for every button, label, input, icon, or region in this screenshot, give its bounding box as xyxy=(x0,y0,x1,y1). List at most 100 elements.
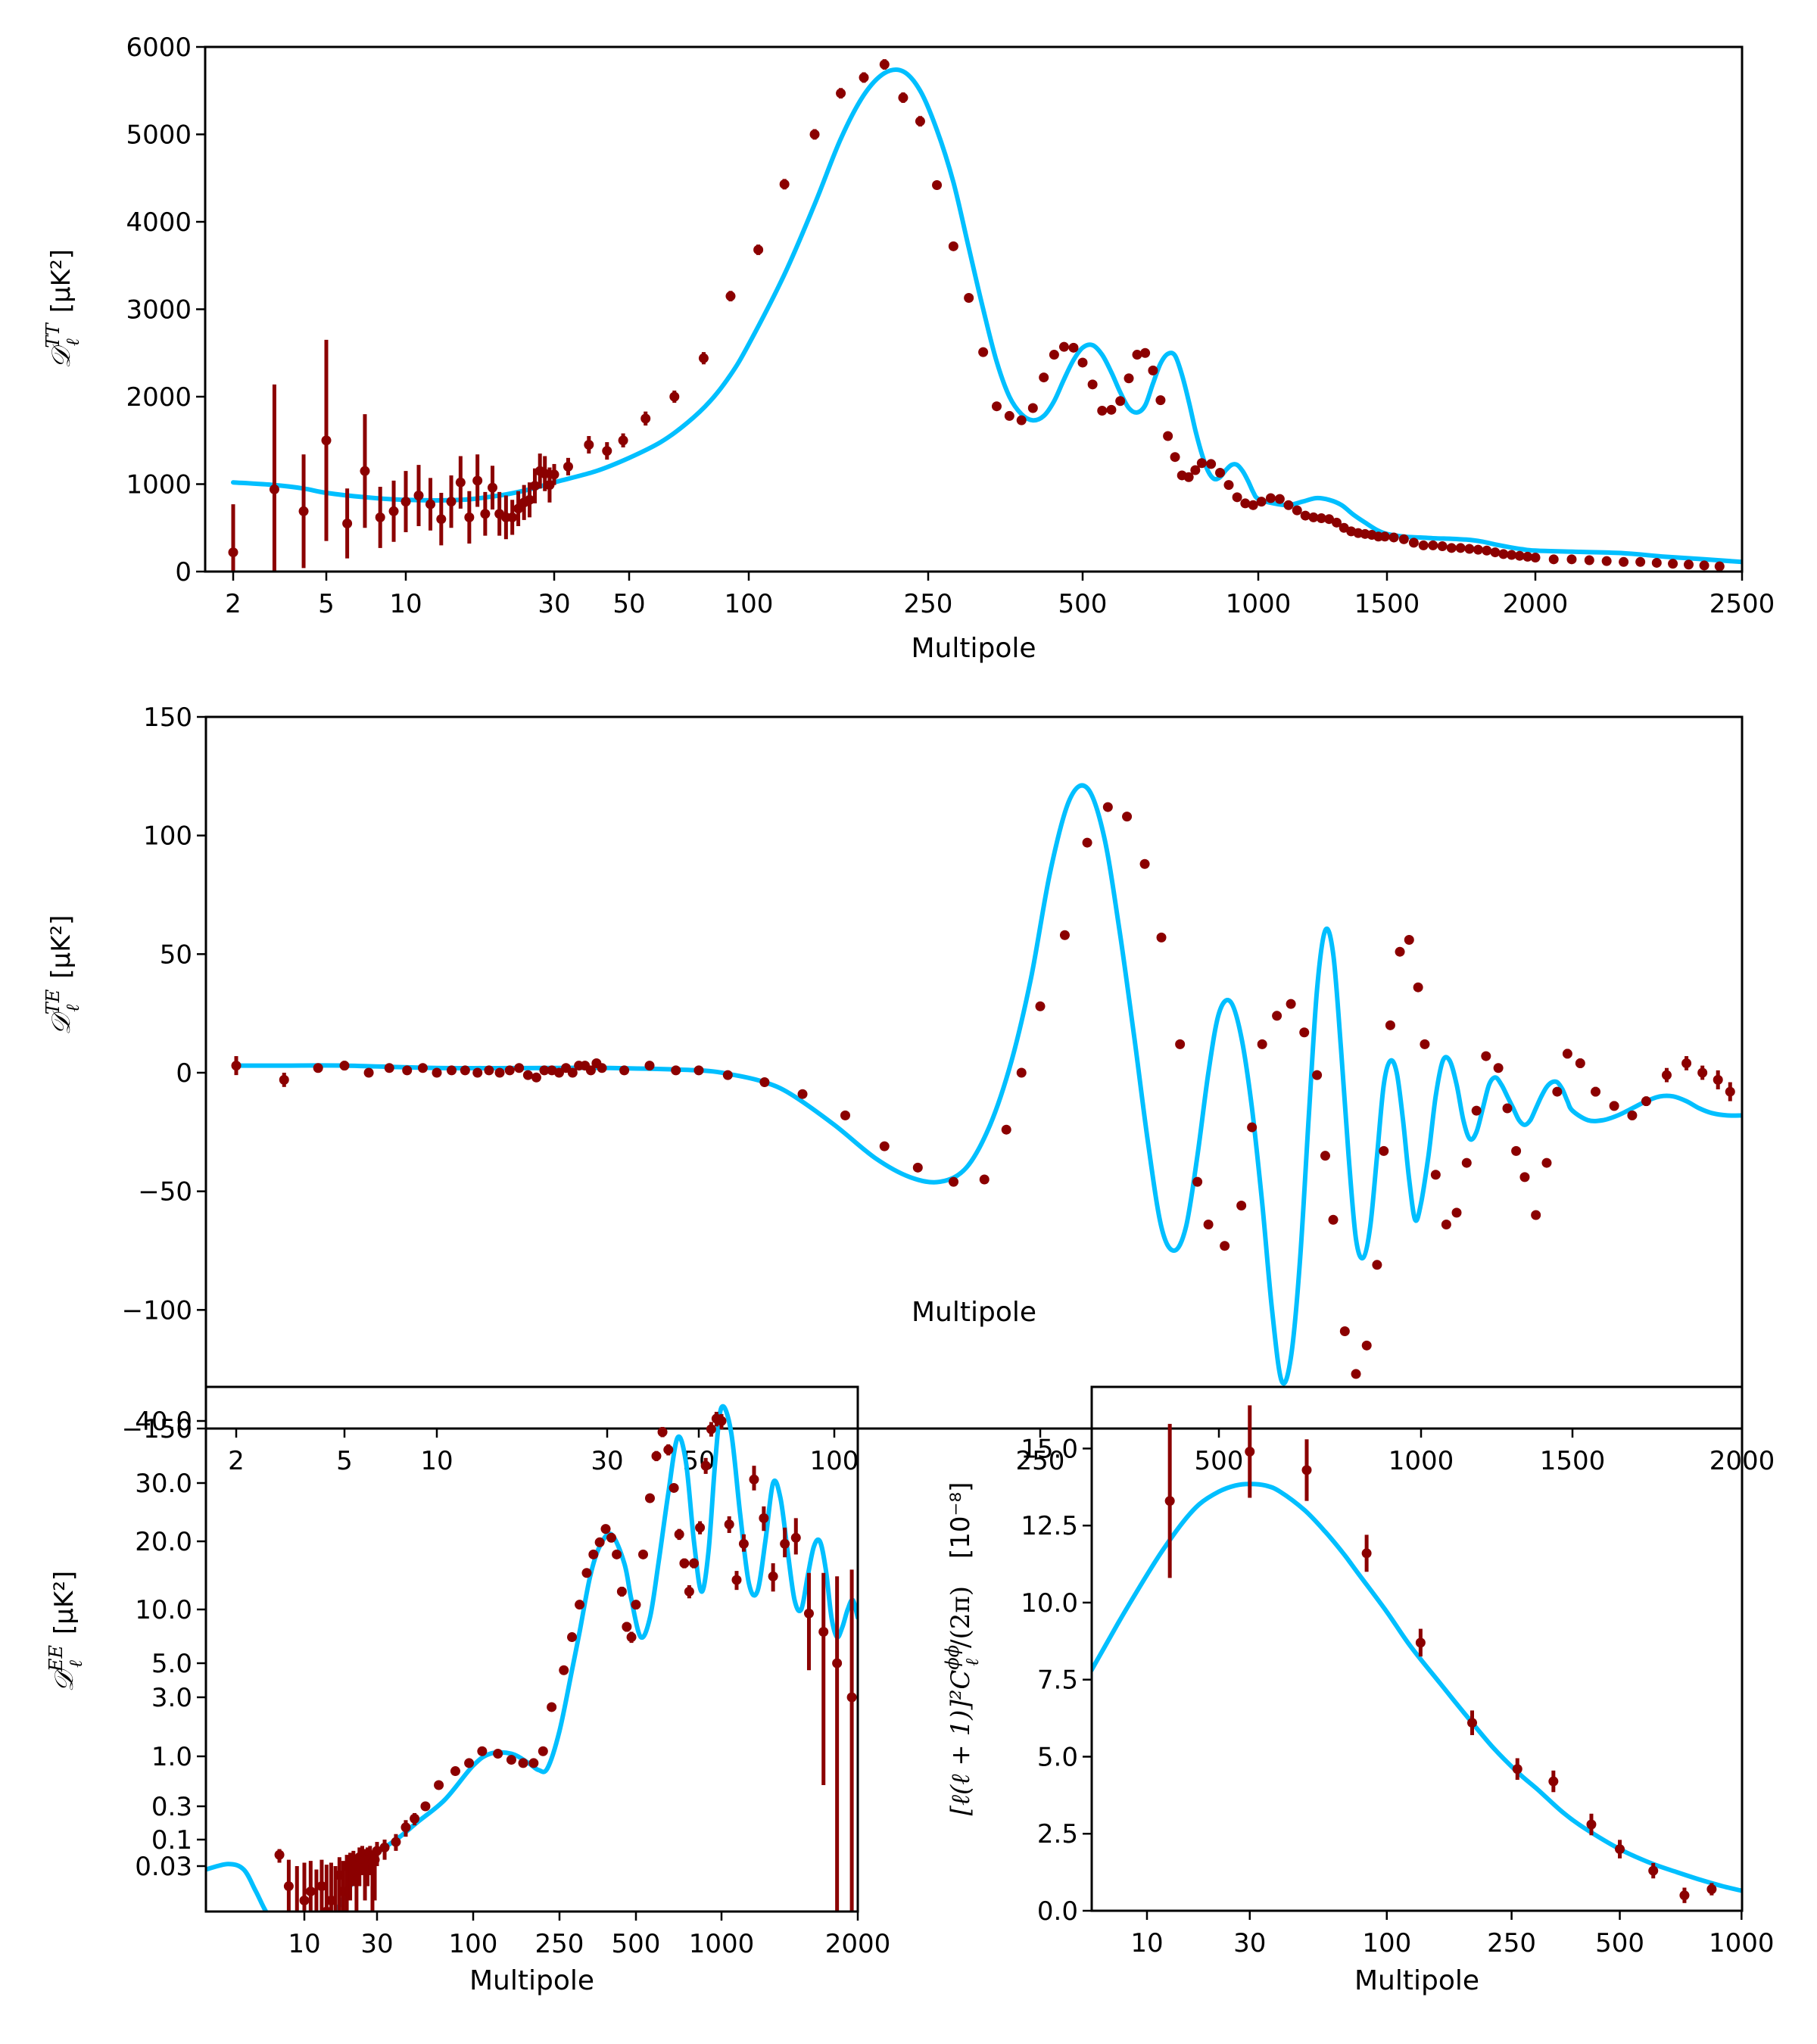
tt-ylabel-unit: [μK²] xyxy=(46,249,76,313)
ee-marker xyxy=(637,1549,648,1559)
tt-data-point xyxy=(779,179,790,190)
tt-data-point xyxy=(991,401,1002,412)
tt-marker xyxy=(1068,342,1079,353)
te-marker xyxy=(912,1162,923,1173)
ee-data-point xyxy=(316,1859,327,1912)
ee-data-point xyxy=(706,1422,716,1437)
tt-data-point xyxy=(898,92,908,103)
te-marker xyxy=(671,1065,681,1076)
te-marker xyxy=(460,1065,470,1076)
tt-data-point xyxy=(1473,544,1483,555)
te-data-point xyxy=(1511,1145,1522,1156)
ee-data-point xyxy=(790,1518,801,1555)
pp-data-point xyxy=(1586,1813,1597,1836)
ee-data-point xyxy=(780,1527,790,1558)
ee-data-point xyxy=(731,1571,742,1591)
ee-data-point xyxy=(749,1466,759,1491)
te-data-point xyxy=(484,1065,494,1076)
tt-marker xyxy=(1498,549,1509,559)
tt-marker xyxy=(1379,531,1390,542)
tt-marker xyxy=(563,461,573,472)
te-y-ticks: −150 −100 −50 0 50 100 150 xyxy=(122,703,206,1444)
tt-y-tick-label: 3000 xyxy=(126,295,192,326)
te-data-point xyxy=(693,1065,704,1076)
te-marker xyxy=(619,1065,630,1076)
te-model-line xyxy=(234,783,1742,1386)
ee-marker xyxy=(663,1444,674,1455)
ee-data-point xyxy=(538,1746,548,1756)
tt-data-point xyxy=(1714,561,1725,572)
te-marker xyxy=(1627,1110,1638,1120)
tt-marker xyxy=(1548,554,1559,565)
te-data-point xyxy=(1312,1070,1323,1080)
ee-marker xyxy=(372,1846,382,1856)
pp-y-axis-label: [ℓ(ℓ + 1)]²Cϕϕℓ /(2π) [10⁻⁸] xyxy=(942,1482,983,1816)
tt-marker xyxy=(1584,555,1594,566)
ee-data-point xyxy=(314,1869,319,1912)
pp-ylabel-unit: [10⁻⁸] xyxy=(946,1482,976,1559)
tt-marker xyxy=(1455,543,1466,553)
ee-x-tick-label: 500 xyxy=(612,1929,661,1959)
te-data-point xyxy=(949,1176,959,1187)
te-y-axis-label: 𝒟TEℓ[μK²] xyxy=(42,915,83,1036)
te-data-point xyxy=(1697,1065,1708,1080)
tt-data-point xyxy=(1183,472,1194,482)
ee-marker xyxy=(716,1416,727,1426)
pp-y-ticks: 0.0 2.5 5.0 7.5 10.0 12.5 15.0 xyxy=(1021,1434,1092,1927)
ee-y-tick-label: 40.0 xyxy=(135,1407,192,1437)
te-data-point xyxy=(722,1070,733,1080)
tt-data-point xyxy=(1601,556,1612,566)
ee-marker xyxy=(616,1586,627,1597)
tt-marker xyxy=(1170,452,1180,463)
ee-marker xyxy=(790,1532,801,1543)
te-y-tick-label: −50 xyxy=(138,1177,192,1207)
te-data-point xyxy=(514,1063,525,1073)
tt-data-point xyxy=(1068,342,1079,353)
tt-data-point xyxy=(1668,559,1678,569)
te-data-point xyxy=(1609,1101,1619,1111)
ee-marker xyxy=(506,1755,516,1765)
ee-x-tick-label: 100 xyxy=(449,1929,498,1959)
tt-marker xyxy=(360,466,370,476)
te-data-point xyxy=(531,1072,541,1083)
te-marker xyxy=(1713,1074,1723,1085)
te-data-point xyxy=(1139,858,1150,869)
ee-ylabel-sub: ℓ xyxy=(65,1660,86,1668)
tt-y-tick-label: 6000 xyxy=(126,33,192,63)
te-x-ticks: 2 5 10 30 50 100 250 500 1000 1500 2000 xyxy=(228,1429,1775,1476)
te-data-point xyxy=(539,1065,550,1076)
pp-marker xyxy=(1706,1884,1717,1895)
ee-marker xyxy=(400,1822,411,1833)
tt-data-point xyxy=(1004,410,1014,421)
panel-ee: 10 30 100 250 500 1000 2000 0.030.10.3 1.0 3.0 5.… xyxy=(45,1385,890,1996)
ee-marker xyxy=(738,1538,749,1549)
te-data-point xyxy=(384,1063,394,1073)
te-marker xyxy=(1247,1122,1258,1133)
ee-marker xyxy=(283,1881,294,1892)
te-marker xyxy=(1082,837,1092,848)
pp-ylabel-sup: ϕϕ xyxy=(942,1645,963,1670)
te-data-point xyxy=(1661,1067,1672,1083)
pp-data-point xyxy=(1615,1840,1625,1859)
te-marker xyxy=(1725,1086,1735,1097)
tt-data-point xyxy=(1482,545,1492,556)
te-data-point xyxy=(504,1065,515,1076)
tt-data-point xyxy=(978,347,989,357)
te-marker xyxy=(1502,1103,1513,1114)
tt-data-point xyxy=(360,414,370,528)
tt-data-point xyxy=(1265,493,1276,503)
te-x-tick-label: 30 xyxy=(591,1446,623,1476)
tt-data-point xyxy=(932,179,943,190)
tt-data-point xyxy=(1283,500,1294,510)
ee-data-point xyxy=(305,1861,316,1912)
tt-data-point xyxy=(1256,497,1267,507)
tt-marker xyxy=(1155,395,1166,406)
tt-marker xyxy=(1292,505,1302,516)
ee-marker xyxy=(631,1600,641,1610)
tt-data-point xyxy=(1240,498,1251,509)
te-marker xyxy=(979,1174,990,1185)
ee-marker xyxy=(644,1493,655,1503)
te-marker xyxy=(1372,1260,1382,1270)
tt-marker xyxy=(375,512,385,522)
pp-data-point xyxy=(1679,1887,1690,1903)
